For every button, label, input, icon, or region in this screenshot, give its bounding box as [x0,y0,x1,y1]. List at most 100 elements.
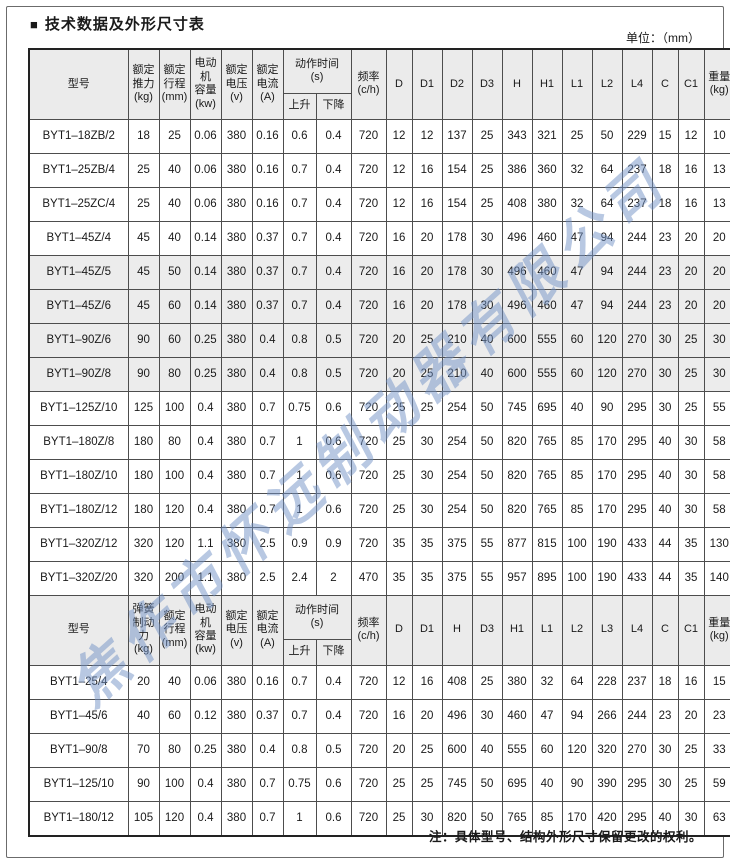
header-cell: 电动机 容量 (kw) [189,594,222,666]
data-cell: 30 [651,390,679,426]
data-cell: 244 [621,288,653,324]
data-cell: 0.7 [251,424,284,460]
data-cell: 0.7 [282,152,317,188]
data-cell: 0.7 [282,220,317,256]
model-cell: BYT1–25ZB/4 [28,152,129,188]
data-cell: 321 [531,118,563,154]
data-cell: 45 [127,288,160,324]
data-cell: 180 [127,458,160,494]
table-row: BYT1–18ZB/2 18 25 0.06 380 0.16 0.6 0.4 720 12 12 1… [28,118,730,154]
data-cell: 25 [677,732,705,768]
data-cell: 496 [501,220,533,256]
page-title-text: 技术数据及外形尺寸表 [44,16,205,33]
data-cell: 90 [591,390,623,426]
data-cell: 45 [127,220,160,256]
data-cell: 60 [561,322,593,358]
data-cell: 957 [501,560,533,596]
data-cell: 55 [471,560,503,596]
data-cell: 0.4 [315,186,352,222]
data-cell: 25 [677,766,705,802]
data-cell: 180 [127,492,160,528]
data-cell: 0.6 [315,800,352,836]
data-cell: 380 [220,288,253,324]
data-cell: 0.4 [315,118,352,154]
data-cell: 100 [158,390,191,426]
data-cell: 120 [158,800,191,836]
model-cell: BYT1–90Z/6 [28,322,129,358]
data-cell: 343 [501,118,533,154]
data-cell: 0.4 [189,800,222,836]
data-cell: 380 [531,186,563,222]
data-cell: 600 [441,732,473,768]
data-cell: 12 [385,118,413,154]
header-cell: D3 [471,594,503,666]
data-cell: 25 [127,186,160,222]
data-cell: 20 [411,288,443,324]
data-cell: 25 [677,322,705,358]
data-cell: 229 [621,118,653,154]
model-cell: BYT1–25ZC/4 [28,186,129,222]
data-cell: 30 [677,800,705,836]
header-cell: L2 [561,594,593,666]
data-cell: 80 [158,356,191,392]
data-cell: 0.25 [189,732,222,768]
data-cell: 555 [501,732,533,768]
data-cell: 64 [561,664,593,700]
data-cell: 0.16 [251,186,284,222]
data-cell: 25 [127,152,160,188]
data-cell: 720 [350,800,387,836]
data-cell: 0.37 [251,220,284,256]
data-cell: 380 [220,186,253,222]
data-cell: 32 [531,664,563,700]
header-cell: 额定 电压 (v) [220,48,253,120]
header-cell: 电动机 容量 (kw) [189,48,222,120]
table-row: BYT1–25/4 20 40 0.06 380 0.16 0.7 0.4 720 12 16 408… [28,664,730,700]
data-cell: 254 [441,458,473,494]
data-cell: 0.5 [315,322,352,358]
data-cell: 496 [441,698,473,734]
data-cell: 40 [561,390,593,426]
data-cell: 380 [220,254,253,290]
data-cell: 35 [411,526,443,562]
data-cell: 266 [591,698,623,734]
data-cell: 40 [158,220,191,256]
data-cell: 40 [158,186,191,222]
data-cell: 170 [591,492,623,528]
header-cell: 动作时间 (s) [282,48,352,94]
header-cell: L4 [621,48,653,120]
data-cell: 765 [501,800,533,836]
data-cell: 0.14 [189,254,222,290]
header-cell: 频率 (c/h) [350,594,387,666]
data-cell: 720 [350,356,387,392]
table-row: BYT1–90/8 70 80 0.25 380 0.4 0.8 0.5 720 20 25 600 4… [28,732,730,768]
data-cell: 130 [703,526,730,562]
data-cell: 2.5 [251,560,284,596]
header-cell: D [385,594,413,666]
data-cell: 0.4 [315,254,352,290]
data-cell: 20 [411,220,443,256]
data-cell: 555 [531,356,563,392]
data-cell: 40 [158,664,191,700]
data-cell: 20 [703,288,730,324]
data-cell: 0.6 [282,118,317,154]
data-cell: 63 [703,800,730,836]
data-cell: 25 [677,356,705,392]
unit-note: 单位：（mm） [626,31,700,45]
model-cell: BYT1–180Z/8 [28,424,129,460]
data-cell: 105 [127,800,160,836]
data-cell: 12 [385,152,413,188]
model-cell: BYT1–180Z/10 [28,458,129,494]
table-row: BYT1–45Z/4 45 40 0.14 380 0.37 0.7 0.4 720 16 20 17… [28,220,730,256]
data-cell: 1.1 [189,560,222,596]
data-cell: 380 [220,458,253,494]
data-cell: 720 [350,664,387,700]
data-cell: 720 [350,322,387,358]
data-cell: 433 [621,560,653,596]
data-cell: 120 [591,322,623,358]
data-cell: 55 [471,526,503,562]
data-cell: 254 [441,424,473,460]
data-cell: 25 [561,118,593,154]
data-cell: 30 [677,458,705,494]
data-cell: 40 [531,766,563,802]
table-row: BYT1–90Z/6 90 60 0.25 380 0.4 0.8 0.5 720 20 25 210… [28,322,730,358]
